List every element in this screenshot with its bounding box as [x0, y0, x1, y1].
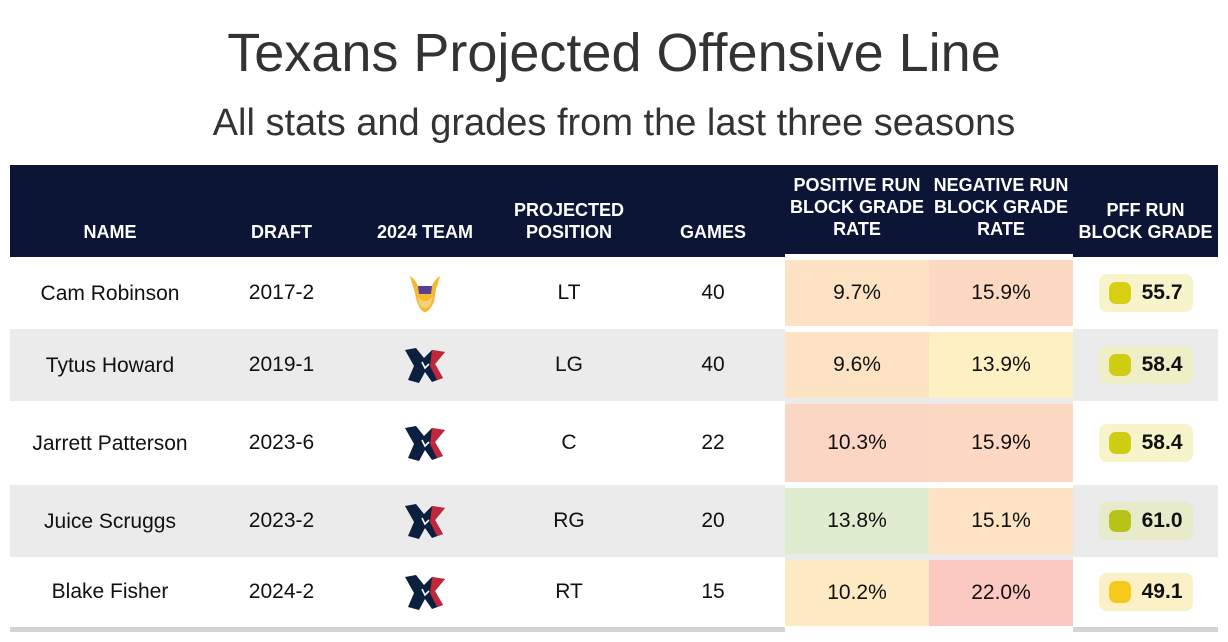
- grade-dot-icon: [1108, 282, 1131, 304]
- positive-rate-cell: 13.8%: [785, 482, 929, 560]
- header-draft[interactable]: DRAFT: [251, 222, 312, 242]
- team-cell: [353, 401, 497, 485]
- header-team[interactable]: 2024 TEAM: [376, 222, 474, 242]
- table-row: Cam Robinson 2017-2 LT 40 9.7% 15.9% 55.…: [10, 254, 1218, 332]
- grade-badge: 61.0: [1098, 502, 1193, 540]
- games-cell: 40: [701, 281, 725, 304]
- table-row: Juice Scruggs 2023-2 RG 20 13.8% 15.1% 6…: [10, 482, 1218, 560]
- team-cell: [353, 485, 497, 557]
- offensive-line-table: NAME DRAFT 2024 TEAM PROJECTED POSITION …: [10, 165, 1218, 632]
- negative-rate-cell: 15.1%: [929, 482, 1073, 560]
- negative-rate-cell: 15.9%: [929, 254, 1073, 332]
- header-positive[interactable]: POSITIVE RUN BLOCK GRADE RATE: [790, 175, 924, 239]
- table-row: Blake Fisher 2024-2 RT 15 10.2% 22.0% 49…: [10, 554, 1218, 632]
- page-title: Texans Projected Offensive Line: [227, 23, 1001, 83]
- texans-logo-icon: [402, 574, 448, 610]
- positive-rate-cell: 9.6%: [785, 326, 929, 404]
- position-cell: LG: [554, 353, 583, 376]
- negative-rate-cell: 22.0%: [929, 554, 1073, 632]
- header-grade[interactable]: PFF RUN BLOCK GRADE: [1078, 200, 1213, 242]
- position-cell: RT: [497, 557, 641, 632]
- grade-dot-icon: [1108, 354, 1131, 376]
- grade-cell: 58.4: [1073, 401, 1218, 485]
- position-cell: RG: [553, 509, 585, 532]
- table-header-row: NAME DRAFT 2024 TEAM PROJECTED POSITION …: [10, 165, 1218, 257]
- player-name: Jarrett Patterson: [32, 431, 188, 455]
- draft-cell: 2024-2: [210, 557, 353, 632]
- draft-cell: 2023-2: [248, 509, 315, 532]
- header-games[interactable]: GAMES: [679, 222, 746, 242]
- games-cell: 20: [701, 509, 725, 532]
- grade-dot-icon: [1108, 510, 1131, 532]
- negative-rate-cell: 13.9%: [929, 326, 1073, 404]
- grade-value: 58.4: [1141, 353, 1183, 376]
- grade-dot-icon: [1108, 432, 1131, 454]
- table-row: Tytus Howard 2019-1 LG 40 9.6% 13.9% 58.…: [10, 326, 1218, 404]
- games-cell: 22: [701, 431, 725, 454]
- positive-rate-cell: 10.2%: [785, 554, 929, 632]
- texans-logo-icon: [402, 348, 448, 383]
- player-name: Cam Robinson: [40, 281, 180, 305]
- player-name: Blake Fisher: [10, 557, 210, 632]
- team-cell: [353, 557, 497, 632]
- player-name: Juice Scruggs: [44, 509, 176, 533]
- team-cell: [353, 257, 497, 329]
- positive-rate-cell: 9.7%: [785, 254, 929, 332]
- positive-rate-cell: 10.3%: [785, 398, 929, 488]
- grade-badge: 58.4: [1098, 346, 1193, 384]
- position-cell: C: [561, 431, 577, 454]
- header-negative[interactable]: NEGATIVE RUN BLOCK GRADE RATE: [933, 175, 1069, 239]
- games-cell: 40: [701, 353, 725, 376]
- header-position[interactable]: PROJECTED POSITION: [513, 200, 625, 242]
- negative-rate-cell: 15.9%: [929, 398, 1073, 488]
- grade-dot-icon: [1108, 580, 1131, 603]
- grade-badge: 58.4: [1098, 424, 1193, 462]
- grade-cell: 58.4: [1073, 329, 1218, 401]
- games-cell: 15: [641, 557, 785, 632]
- grade-cell: 55.7: [1073, 257, 1218, 329]
- position-cell: LT: [557, 281, 581, 304]
- draft-cell: 2023-6: [248, 431, 315, 454]
- grade-value: 55.7: [1141, 281, 1183, 304]
- team-cell: [353, 329, 497, 401]
- draft-cell: 2019-1: [248, 353, 315, 376]
- vikings-logo-icon: [402, 276, 448, 312]
- grade-badge: 49.1: [1098, 572, 1193, 611]
- grade-value: 58.4: [1141, 431, 1183, 454]
- grade-cell: 49.1: [1073, 557, 1218, 632]
- draft-cell: 2017-2: [248, 281, 315, 304]
- page-subtitle: All stats and grades from the last three…: [212, 102, 1016, 144]
- table-row: Jarrett Patterson 2023-6 C 22 10.3% 15.9…: [10, 398, 1218, 488]
- grade-cell: 61.0: [1073, 485, 1218, 557]
- player-name: Tytus Howard: [45, 353, 175, 377]
- texans-logo-icon: [402, 426, 448, 461]
- grade-value: 61.0: [1141, 509, 1183, 532]
- header-name[interactable]: NAME: [83, 222, 137, 242]
- grade-badge: 55.7: [1098, 274, 1193, 312]
- grade-value: 49.1: [1141, 579, 1183, 603]
- texans-logo-icon: [402, 504, 448, 539]
